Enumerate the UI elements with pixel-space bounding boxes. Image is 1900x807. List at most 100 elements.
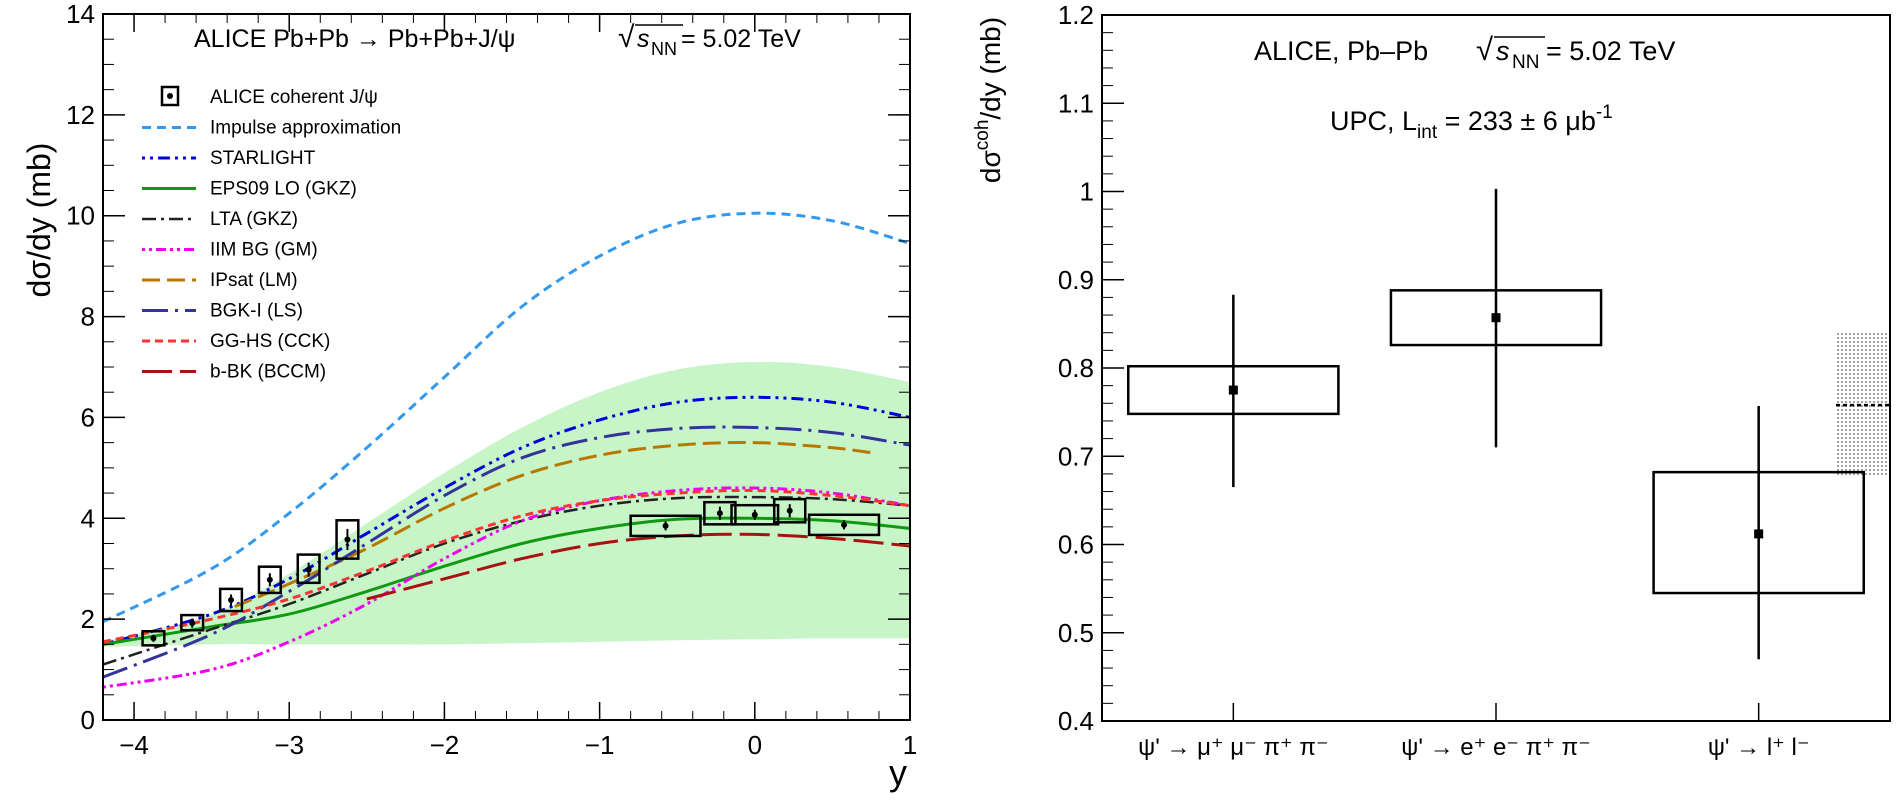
legend-label: BGK-I (LS) <box>210 301 303 322</box>
svg-text:s: s <box>1496 36 1510 66</box>
marker <box>305 566 312 573</box>
syst-box <box>807 513 881 537</box>
syst-box <box>257 565 282 595</box>
right-y-axis-title: dσcoh/dy (mb) <box>972 17 1006 183</box>
legend-entry-1: STARLIGHT <box>142 148 316 169</box>
sqrt-sign: √ <box>618 21 635 54</box>
right-subtitle: UPC, Lint = 233 ± 6 μb-1 <box>1330 102 1613 143</box>
model-curves <box>103 211 910 689</box>
y-tick-label: 10 <box>66 201 95 231</box>
marker <box>786 507 793 514</box>
y-tick-label: 8 <box>81 302 95 332</box>
syst-box <box>703 500 737 526</box>
alice-point-10 <box>807 513 881 537</box>
y-tick-label: 0.7 <box>1058 441 1094 471</box>
left-y-axis-title: dσ/dy (mb) <box>21 143 57 298</box>
alice-point-3 <box>257 565 282 595</box>
alice-point-0 <box>141 629 166 647</box>
alice-point-6 <box>629 514 702 538</box>
curve-8 <box>366 532 910 601</box>
legend-entry-data: ALICE coherent J/ψ <box>160 85 378 108</box>
energy-subscript: NN <box>651 39 677 59</box>
y-tick-label: 2 <box>81 604 95 634</box>
y-tick-label: 0.8 <box>1058 353 1094 383</box>
x-tick-label: 1 <box>903 730 917 760</box>
svg-text:= 5.02 TeV: = 5.02 TeV <box>1546 36 1675 66</box>
y-tick-label: 0.4 <box>1058 706 1094 736</box>
channel-point-2 <box>1652 405 1865 660</box>
legend-marker-dot <box>167 93 173 99</box>
marker <box>751 511 758 518</box>
x-tick-label: −1 <box>585 730 615 760</box>
marker <box>1491 313 1501 323</box>
decay-channel-points <box>1127 188 1865 660</box>
y-tick-label: 0.9 <box>1058 265 1094 295</box>
legend-entry-2: EPS09 LO (GKZ) <box>142 179 357 200</box>
alice-point-1 <box>180 613 205 632</box>
combined-average-band <box>1836 332 1890 477</box>
channel-label-1: ψ' → e⁺ e⁻ π⁺ π⁻ <box>1401 734 1591 761</box>
syst-box <box>141 629 166 647</box>
curve-7 <box>103 488 910 644</box>
alice-point-8 <box>730 503 780 526</box>
legend-label: LTA (GKZ) <box>210 209 298 230</box>
marker <box>716 510 723 517</box>
legend-label: EPS09 LO (GKZ) <box>210 179 357 200</box>
legend-label: GG-HS (CCK) <box>210 331 330 352</box>
legend-entry-0: Impulse approximation <box>142 118 401 139</box>
svg-text:ALICE, Pb–Pb: ALICE, Pb–Pb <box>1254 36 1428 66</box>
y-tick-label: 14 <box>66 0 95 29</box>
legend-label: IIM BG (GM) <box>210 240 318 261</box>
marker <box>1228 385 1238 395</box>
marker <box>662 522 669 529</box>
marker <box>189 620 196 627</box>
y-tick-label: 4 <box>81 503 95 533</box>
legend-marker-box <box>160 85 180 107</box>
alice-point-5 <box>335 519 360 560</box>
channel-point-0 <box>1127 294 1340 488</box>
x-tick-label: −2 <box>430 730 460 760</box>
left-x-axis-title: y <box>889 752 907 793</box>
channel-label-0: ψ' → μ⁺ μ⁻ π⁺ π⁻ <box>1138 734 1328 761</box>
legend-entry-7: GG-HS (CCK) <box>142 331 330 352</box>
legend-entry-8: b-BK (BCCM) <box>142 362 326 383</box>
syst-box <box>218 587 244 613</box>
legend-label: IPsat (LM) <box>210 270 298 291</box>
left-chart-title: ALICE Pb+Pb → Pb+Pb+J/ψ <box>194 25 515 53</box>
energy-value: = 5.02 TeV <box>681 25 801 53</box>
alice-point-4 <box>296 553 321 585</box>
y-tick-label: 12 <box>66 100 95 130</box>
legend-entry-5: IPsat (LM) <box>142 270 298 291</box>
right-title: ALICE, Pb–Pb √ s NN = 5.02 TeV <box>1254 32 1675 73</box>
y-tick-label: 6 <box>81 402 95 432</box>
y-tick-label: 0.6 <box>1058 530 1094 560</box>
sqrt-sign: √ <box>1476 32 1493 67</box>
legend-entry-3: LTA (GKZ) <box>142 209 298 230</box>
syst-box <box>296 553 321 585</box>
syst-box <box>772 497 807 524</box>
legend-label: Impulse approximation <box>210 118 401 139</box>
y-tick-label: 0 <box>81 705 95 735</box>
x-tick-label: −3 <box>274 730 304 760</box>
syst-box <box>335 519 360 560</box>
curve-4 <box>103 486 910 689</box>
legend-label: ALICE coherent J/ψ <box>210 87 378 108</box>
right-axis-ticks: 0.4 0.5 0.6 0.7 0.8 0.9 1 1.1 1.2 <box>1058 0 1760 736</box>
marker <box>228 596 235 603</box>
svg-text:UPC, Lint = 233 ± 6 μb-1: UPC, Lint = 233 ± 6 μb-1 <box>1330 102 1613 143</box>
channel-label-2: ψ' → l⁺ l⁻ <box>1708 734 1810 761</box>
alice-point-7 <box>703 500 737 526</box>
svg-text:NN: NN <box>1512 52 1539 73</box>
curve-0 <box>103 211 910 624</box>
alice-point-9 <box>772 497 807 524</box>
alice-point-2 <box>218 587 244 613</box>
channel-labels: ψ' → μ⁺ μ⁻ π⁺ π⁻ ψ' → e⁺ e⁻ π⁺ π⁻ ψ' → l⁺ … <box>1138 734 1809 761</box>
channel-point-1 <box>1389 188 1603 448</box>
marker <box>841 521 848 528</box>
curve-5 <box>234 441 872 608</box>
legend-entry-6: BGK-I (LS) <box>142 301 303 322</box>
legend-label: STARLIGHT <box>210 148 316 169</box>
